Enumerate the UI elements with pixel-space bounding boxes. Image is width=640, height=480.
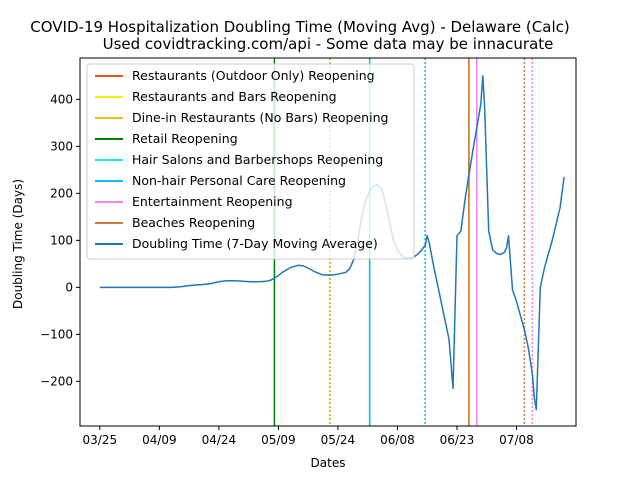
x-tick-label-2: 04/24 — [202, 433, 237, 447]
legend-box — [86, 63, 415, 260]
legend-label-2: Dine-in Restaurants (No Bars) Reopening — [132, 110, 388, 125]
legend-label-1: Restaurants and Bars Reopening — [132, 89, 337, 104]
legend-label-6: Entertainment Reopening — [132, 194, 293, 209]
y-tick-label-5: 300 — [50, 139, 73, 153]
legend-label-8: Doubling Time (7-Day Moving Average) — [132, 236, 378, 251]
x-tick-label-7: 07/08 — [499, 433, 534, 447]
x-axis-label: Dates — [311, 456, 346, 470]
y-axis-label: Doubling Time (Days) — [11, 179, 25, 309]
x-tick-label-0: 03/25 — [83, 433, 118, 447]
plot-area: 03/25 04/09 04/24 05/09 05/24 06/08 06/23 07/08… — [40, 57, 577, 447]
y-tick-label-4: 200 — [50, 186, 73, 200]
legend-label-5: Non-hair Personal Care Reopening — [132, 173, 346, 188]
axes-frame — [79, 57, 577, 427]
y-tick-label-3: 100 — [50, 233, 73, 247]
x-tick-label-5: 06/08 — [380, 433, 415, 447]
y-tick-label-1: −100 — [40, 327, 73, 341]
legend-label-3: Retail Reopening — [132, 131, 238, 146]
y-tick-label-2: 0 — [65, 280, 73, 294]
chart-subtitle: Used covidtracking.com/api - Some data m… — [103, 35, 554, 53]
legend-label-0: Restaurants (Outdoor Only) Reopening — [132, 68, 375, 83]
y-tick-label-0: −200 — [40, 374, 73, 388]
y-tick-label-6: 400 — [50, 92, 73, 106]
x-tick-label-6: 06/23 — [440, 433, 475, 447]
chart-title: COVID-19 Hospitalization Doubling Time (… — [30, 18, 569, 36]
legend-label-4: Hair Salons and Barbershops Reopening — [132, 152, 383, 167]
x-tick-label-4: 05/24 — [321, 433, 356, 447]
x-tick-label-3: 05/09 — [261, 433, 296, 447]
x-tick-label-1: 04/09 — [142, 433, 177, 447]
legend-label-7: Beaches Reopening — [132, 215, 255, 230]
